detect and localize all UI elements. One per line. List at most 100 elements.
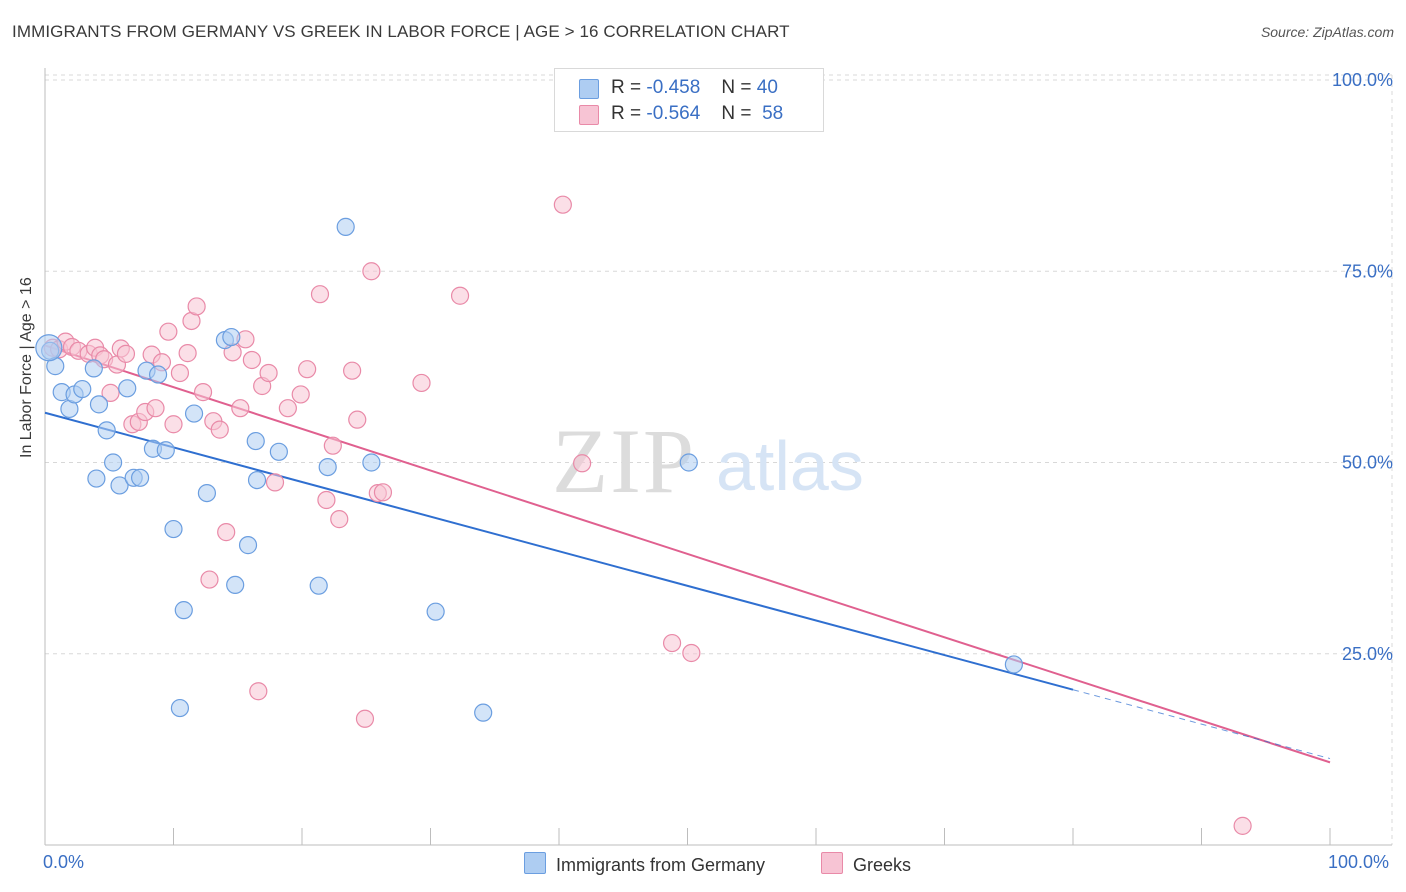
greeks-point [231,399,250,418]
greeks-point [178,344,197,363]
legend-n-label: N = [721,103,752,124]
greeks-point [265,473,285,492]
greeks-point [310,285,330,304]
germany-point [170,698,190,718]
germany-point [426,602,445,621]
greeks-point [323,436,342,455]
y-tick-label: 25.0% [1342,644,1393,664]
bottom-legend-germany-label: Immigrants from Germany [556,855,766,875]
greeks-point [573,454,592,473]
greeks-swatch [579,105,599,125]
greeks-point [164,415,183,434]
germany-point [362,453,381,472]
bottom-legend-greeks: Greeks [821,852,911,876]
greeks-point [159,322,178,341]
germany-point [246,431,265,451]
greeks-point [662,633,682,653]
germany-point [247,470,267,490]
trend-lines [44,344,1331,764]
greeks-point [291,385,310,404]
germany-point [84,359,103,378]
germany-points [35,217,1023,722]
y-tick-label: 100.0% [1332,70,1393,90]
grid-lines [45,74,1393,845]
greeks-point [348,410,367,429]
germany-point [318,457,337,477]
germany-point [1004,655,1023,674]
y-tick-labels: 25.0% 50.0% 75.0% 100.0% [1332,70,1393,664]
germany-point [156,441,175,460]
germany-point [110,476,129,495]
greeks-point [249,682,268,701]
greeks-point [298,360,317,379]
correlation-legend: R = -0.458 N = 40 R = -0.564 N = 58 [554,68,824,132]
germany-point [222,327,241,347]
greeks-point [682,643,701,663]
greeks-point [373,483,393,502]
greeks-points [43,195,1252,835]
greeks-point [450,286,470,305]
legend-n-value: 40 [756,77,778,98]
greeks-point [116,344,136,363]
greeks-point [278,399,297,418]
x-tick-label-max: 100.0% [1328,852,1390,872]
germany-point [184,404,204,423]
germany-point [104,453,123,472]
germany-point [73,379,92,399]
germany-point [269,442,288,461]
greeks-point [412,373,431,393]
germany-point [336,217,355,236]
greeks-point [146,399,165,418]
greeks-point [187,297,206,316]
x-tick-label-min: 0.0% [43,852,85,872]
greeks-point [362,262,381,281]
chart-title: IMMIGRANTS FROM GERMANY VS GREEK IN LABO… [12,22,790,41]
greeks-point [317,490,336,510]
greeks-swatch [821,852,843,874]
greeks-point [170,363,190,383]
germany-point [174,601,193,620]
y-tick-label: 50.0% [1342,453,1393,473]
legend-r-value: -0.564 [646,103,701,124]
germany-point [35,334,63,362]
germany-swatch [524,852,546,874]
axes [44,68,1392,846]
germany-point [679,453,698,472]
legend-r-label: R = [611,103,642,124]
greeks-point [242,350,261,370]
bottom-legend-germany: Immigrants from Germany [524,852,765,876]
germany-point [197,484,217,503]
germany-point [474,703,493,722]
greeks-point [343,361,362,380]
greeks-point [200,570,219,589]
greeks-point [217,523,236,542]
watermark: ZIP atlas [552,410,864,512]
legend-r-label: R = [611,77,642,98]
greeks-point [210,420,229,439]
germany-point [148,365,168,384]
germany-trend-extension [1072,689,1331,760]
germany-trend-line [44,411,1074,691]
germany-point [97,421,116,440]
germany-point [87,469,106,488]
greeks-point [355,709,375,728]
watermark-atlas: atlas [716,427,864,505]
greeks-point [193,383,213,402]
greeks-point [259,363,278,383]
greeks-trend-line [44,344,1331,764]
y-axis-label: In Labor Force | Age > 16 [18,277,35,458]
source-credit: Source: ZipAtlas.com [1260,24,1394,40]
germany-point [226,575,245,595]
bottom-legend-greeks-label: Greeks [853,855,912,875]
germany-point [164,519,183,539]
germany-point [238,536,258,555]
legend-r-value: -0.458 [646,77,701,98]
germany-point [118,379,137,398]
greeks-point [1233,816,1252,835]
germany-swatch [579,79,599,99]
greeks-point [553,195,572,214]
greeks-point [101,383,120,402]
legend-n-value: 58 [762,103,784,124]
germany-point [130,468,150,487]
